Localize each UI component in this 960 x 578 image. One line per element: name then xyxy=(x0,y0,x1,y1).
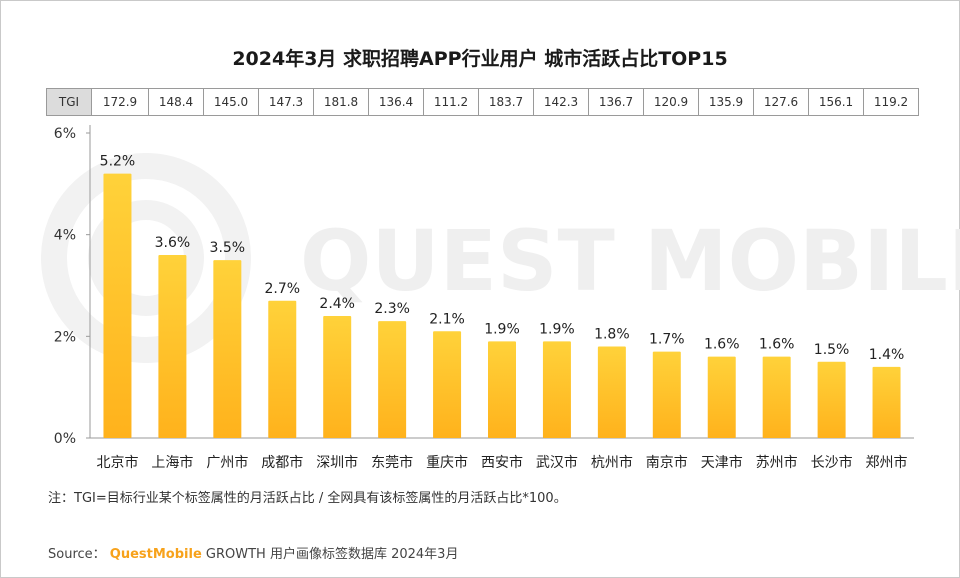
bar xyxy=(323,316,352,438)
x-tick-label: 郑州市 xyxy=(866,454,908,471)
bar xyxy=(268,300,297,438)
bar-value-label: 1.6% xyxy=(704,337,740,353)
source-label: Source： xyxy=(48,547,106,562)
tgi-row: TGI 172.9 148.4 145.0 147.3 181.8 136.4 111.2 1… xyxy=(46,88,919,116)
source-text: GROWTH 用户画像标签数据库 2024年3月 xyxy=(205,547,459,562)
tgi-cell: 156.1 xyxy=(808,88,864,116)
y-tick-label: 4% xyxy=(54,228,76,244)
chart-title: 2024年3月 求职招聘APP行业用户 城市活跃占比TOP15 xyxy=(232,48,728,70)
bar-value-label: 2.3% xyxy=(374,301,410,317)
x-tick-label: 杭州市 xyxy=(591,454,633,471)
bar xyxy=(872,366,901,438)
bar xyxy=(488,341,516,438)
bar-value-label: 3.5% xyxy=(210,240,246,256)
bar xyxy=(707,356,736,438)
bar xyxy=(652,351,681,438)
bar xyxy=(158,255,187,438)
x-tick-label: 成都市 xyxy=(261,454,303,471)
bar-value-label: 1.4% xyxy=(869,347,905,363)
watermark-text: QUEST MOBILE xyxy=(300,212,960,310)
tgi-cell: 142.3 xyxy=(533,88,589,116)
tgi-table: TGI 172.9 148.4 145.0 147.3 181.8 136.4 111.2 1… xyxy=(46,88,919,116)
bar-value-label: 1.9% xyxy=(484,321,520,337)
y-tick-label: 6% xyxy=(54,126,76,142)
x-tick-label: 北京市 xyxy=(96,454,138,471)
x-tick-label: 武汉市 xyxy=(536,454,578,471)
tgi-cell: 127.6 xyxy=(753,88,809,116)
tgi-cell: 183.7 xyxy=(478,88,534,116)
watermark: QUEST MOBILE xyxy=(41,153,960,363)
bar xyxy=(597,346,626,438)
bar xyxy=(213,260,242,438)
x-tick-label: 天津市 xyxy=(701,454,743,471)
x-tick-label: 南京市 xyxy=(646,454,688,471)
source-brand: QuestMobile xyxy=(109,547,202,562)
bar-value-label: 5.2% xyxy=(100,154,136,170)
x-tick-label: 上海市 xyxy=(151,454,193,471)
source-line: Source： QuestMobile GROWTH 用户画像标签数据库 202… xyxy=(48,543,458,562)
x-tick-label: 西安市 xyxy=(481,454,523,471)
bar-value-label: 1.6% xyxy=(759,337,795,353)
tgi-cell: 181.8 xyxy=(313,88,369,116)
bar-value-label: 1.9% xyxy=(539,321,575,337)
x-tick-label: 重庆市 xyxy=(426,454,468,471)
bar xyxy=(817,361,846,438)
tgi-cell: 135.9 xyxy=(698,88,754,116)
x-tick-label: 广州市 xyxy=(206,454,248,471)
bar xyxy=(542,341,571,438)
bar xyxy=(762,356,791,438)
bar-value-label: 1.5% xyxy=(814,342,850,358)
bar-value-label: 2.7% xyxy=(264,281,300,297)
tgi-cell: 172.9 xyxy=(91,88,149,116)
x-tick-label: 长沙市 xyxy=(811,454,853,471)
tgi-cell: 136.7 xyxy=(588,88,644,116)
tgi-cell: 148.4 xyxy=(148,88,204,116)
tgi-cell: 119.2 xyxy=(863,88,919,116)
bar-value-label: 3.6% xyxy=(155,235,191,251)
tgi-cell: 147.3 xyxy=(258,88,314,116)
bar xyxy=(378,321,407,438)
x-tick-label: 东莞市 xyxy=(371,454,413,471)
tgi-header: TGI xyxy=(46,88,92,116)
bar-value-label: 2.1% xyxy=(429,311,465,327)
bar-value-label: 1.7% xyxy=(649,332,685,348)
bar xyxy=(433,331,462,438)
bar-value-label: 2.4% xyxy=(319,296,355,312)
x-tick-label: 深圳市 xyxy=(316,454,358,471)
footnote: 注：TGI=目标行业某个标签属性的月活跃占比 / 全网具有该标签属性的月活跃占比… xyxy=(48,491,567,506)
tgi-cell: 136.4 xyxy=(368,88,424,116)
tgi-cell: 145.0 xyxy=(203,88,259,116)
bar-value-label: 1.8% xyxy=(594,327,630,343)
tgi-cell: 120.9 xyxy=(643,88,699,116)
x-tick-label: 苏州市 xyxy=(756,454,798,471)
tgi-cell: 111.2 xyxy=(423,88,479,116)
y-tick-label: 0% xyxy=(54,431,76,447)
bar-chart: QUEST MOBILE 0% 2% 4% 6% 5.2% 北京市 3.6% 上海市 3.5%… xyxy=(41,125,960,471)
bar xyxy=(103,173,132,438)
y-tick-label: 2% xyxy=(54,329,76,345)
